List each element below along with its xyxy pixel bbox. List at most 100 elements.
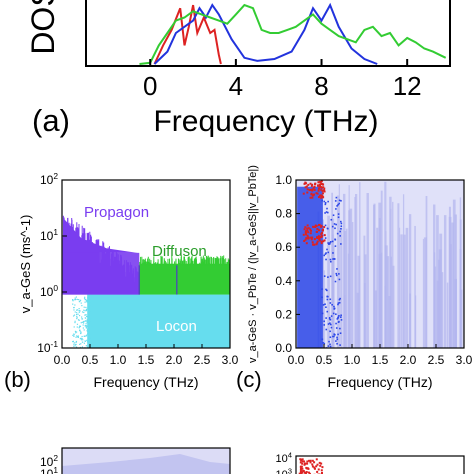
panel-c-xtick-label: 0.0 [288, 353, 305, 367]
panel-e-red-point [301, 471, 304, 474]
locon-point [88, 314, 91, 316]
blue-point [324, 212, 326, 214]
blue-point [329, 302, 332, 304]
panel-b-ticks: 0.0 0.5 1.0 1.5 2.0 2.5 3.0 10-1 100 101 102 [37, 171, 238, 367]
locon-point [77, 336, 79, 338]
red-point [317, 184, 320, 187]
panel-c-ytick-label: 1.0 [275, 173, 292, 187]
red-point [304, 186, 307, 189]
panel-e-frame [295, 455, 465, 474]
panel-a-xlabel: Frequency (THz) [153, 105, 378, 138]
panel-e-red-point [300, 472, 303, 474]
locon-point [89, 302, 91, 304]
panel-c-ytick-label: 0.4 [275, 274, 292, 288]
region-label-propagon: Propagon [84, 204, 149, 221]
panel-a-letter: (a) [32, 103, 70, 138]
panel-d-ytick-label: 102 [40, 453, 58, 469]
locon-point [72, 340, 74, 343]
blue-point [328, 316, 331, 319]
locon-point [74, 330, 77, 333]
blue-point [337, 321, 340, 323]
red-point [302, 233, 305, 236]
panel-a-xtick-label: 4 [229, 71, 243, 101]
panel-e-red-point [299, 458, 302, 461]
locon-point [84, 314, 86, 316]
red-point [307, 231, 310, 234]
locon-point [76, 326, 78, 328]
blue-point [321, 199, 323, 202]
blue-point [327, 242, 329, 244]
locon-point [75, 341, 77, 343]
locon-point [91, 343, 93, 346]
locon-region [87, 294, 230, 348]
blue-point [336, 336, 338, 339]
red-point [315, 192, 318, 195]
panel-e-red-point [318, 461, 321, 464]
red-point [320, 235, 323, 238]
blue-point [339, 332, 342, 335]
locon-point [84, 325, 86, 327]
blue-point [324, 203, 327, 206]
locon-point [85, 310, 88, 312]
red-point [302, 192, 305, 195]
locon-point [87, 307, 89, 309]
locon-point [86, 328, 89, 330]
panel-b-xtick-label: 0.0 [54, 353, 71, 367]
locon-point [87, 316, 89, 318]
propagon-region [63, 252, 140, 295]
red-point [320, 242, 323, 245]
locon-point [76, 298, 78, 301]
blue-point [332, 335, 334, 338]
panel-c-xtick-label: 1.5 [372, 353, 389, 367]
panel-e-red-point [317, 468, 320, 471]
panel-d-plot-area [62, 448, 230, 474]
panel-b-ylabel: v_a-GeS (ms^-1) [18, 215, 33, 314]
locon-point [90, 321, 92, 323]
blue-point [339, 235, 341, 237]
red-point [312, 186, 315, 189]
locon-point [85, 317, 87, 319]
locon-point [80, 332, 82, 335]
locon-point [86, 321, 88, 324]
panel-b-xtick-label: 0.5 [82, 353, 99, 367]
blue-point [338, 301, 341, 304]
panel-c-ytick-label: 0.0 [275, 341, 292, 355]
red-point [316, 192, 319, 195]
locon-point [87, 312, 89, 315]
red-point [316, 240, 319, 243]
panel-c-xtick-label: 1.0 [344, 353, 361, 367]
locon-point [72, 303, 74, 305]
locon-point [85, 335, 87, 337]
panel-e-red-point [300, 458, 303, 461]
panel-e-red-point [301, 467, 304, 470]
locon-point [78, 301, 80, 303]
locon-point [75, 343, 77, 346]
panel-e-red-point [313, 461, 316, 464]
blue-point [335, 274, 338, 277]
blue-point [332, 312, 335, 315]
locon-point [82, 322, 85, 324]
red-point [315, 243, 318, 246]
locon-point [72, 340, 75, 342]
red-point [305, 237, 308, 240]
locon-point [86, 319, 89, 321]
red-point [316, 227, 319, 230]
blue-point [340, 225, 343, 228]
locon-point [76, 313, 78, 316]
red-point [311, 196, 314, 199]
locon-point [85, 308, 88, 311]
panel-e-red-point [300, 465, 303, 468]
locon-point [82, 327, 84, 329]
red-point [307, 236, 310, 239]
red-point [307, 237, 310, 240]
blue-point [323, 200, 326, 203]
panel-a-xtick-label: 0 [143, 71, 157, 101]
locon-point [74, 304, 76, 306]
locon-point [89, 304, 91, 306]
locon-point [83, 311, 85, 314]
locon-point [87, 331, 89, 333]
locon-point [86, 330, 88, 332]
blue-point [323, 324, 326, 326]
red-point [303, 239, 306, 242]
blue-point [340, 319, 343, 321]
